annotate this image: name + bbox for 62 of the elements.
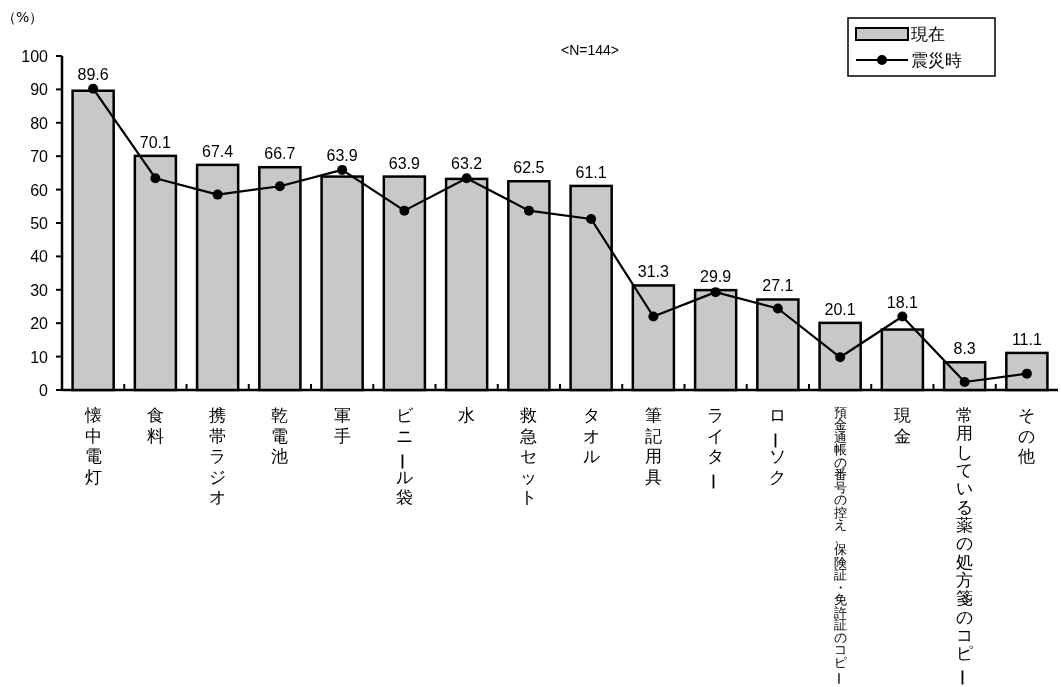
data-label: 18.1 — [886, 293, 919, 311]
data-label: 29.9 — [700, 268, 732, 286]
point — [586, 213, 597, 224]
x-tick-label: 水 — [458, 405, 476, 425]
point — [648, 311, 659, 322]
x-tick-label: 乾電池 — [271, 405, 289, 466]
point — [274, 181, 285, 192]
point — [772, 303, 783, 314]
data-label: 89.6 — [77, 65, 109, 83]
legend-label: 震災時 — [911, 50, 962, 70]
data-label: 31.3 — [637, 263, 670, 281]
data-label: 67.4 — [202, 142, 234, 160]
point — [399, 205, 410, 216]
data-label: 61.1 — [575, 163, 607, 181]
y-axis-title: （%） — [2, 9, 44, 25]
x-tick-label: 預金通帳の番号の控え、保険証・免許証のコピー — [830, 404, 847, 686]
y-tick-label: 40 — [30, 248, 49, 266]
x-tick-label: ライター — [703, 405, 725, 491]
data-label: 27.1 — [762, 277, 794, 295]
point — [959, 376, 970, 387]
point — [150, 173, 161, 184]
x-tick-label: その他 — [1018, 405, 1036, 466]
x-tick-label: ビニール袋 — [391, 405, 413, 507]
x-tick-label: 携帯ラジオ — [209, 405, 227, 507]
data-label: 63.2 — [451, 155, 483, 173]
data-label: 20.1 — [824, 300, 856, 318]
x-tick-label: タオル — [582, 405, 600, 466]
y-tick-label: 0 — [39, 382, 49, 399]
data-label: 8.3 — [953, 340, 976, 358]
x-tick-label: 筆記用具 — [644, 405, 662, 487]
y-tick-label: 30 — [30, 281, 49, 299]
x-tick-label: 軍手 — [333, 405, 351, 446]
data-label: 11.1 — [1011, 330, 1042, 348]
y-tick-label: 20 — [30, 315, 49, 333]
x-tick-label: 懐中電灯 — [84, 405, 102, 487]
y-tick-label: 10 — [30, 348, 49, 366]
x-tick-label: 常用している薬の処方箋のコピー — [952, 405, 974, 686]
point — [897, 311, 908, 322]
x-tick-label: ローソク — [765, 405, 787, 487]
data-label: 63.9 — [388, 154, 421, 172]
y-tick-label: 60 — [30, 181, 49, 199]
point — [710, 287, 721, 298]
x-tick-label: 現金 — [893, 405, 911, 446]
y-tick-label: 90 — [30, 81, 49, 99]
data-label: 63.9 — [326, 146, 358, 164]
data-label: 62.5 — [513, 159, 545, 177]
data-label: 66.7 — [264, 145, 296, 163]
point — [461, 173, 472, 184]
legend-label: 現在 — [911, 24, 945, 44]
x-tick-label: 食料 — [146, 405, 164, 446]
data-label: 70.1 — [139, 133, 172, 151]
annotation: <N=144> — [561, 42, 619, 58]
x-tick-label: 救急セット — [520, 405, 538, 507]
point — [337, 164, 348, 175]
point — [835, 352, 846, 363]
y-tick-label: 70 — [30, 148, 49, 166]
point — [212, 189, 223, 200]
y-tick-label: 80 — [30, 114, 49, 132]
y-tick-label: 100 — [21, 48, 49, 65]
y-tick-label: 50 — [30, 215, 49, 232]
point — [88, 83, 99, 94]
point — [523, 205, 534, 216]
